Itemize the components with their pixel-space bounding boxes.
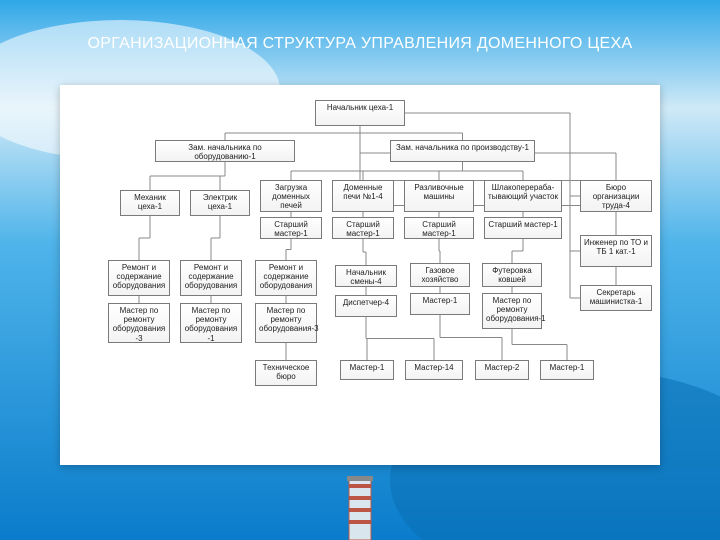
org-node-dom_sm: Старший мастер-1 [332, 217, 394, 239]
org-node-zagr: Загрузка доменных печей [260, 180, 322, 212]
org-node-rem2: Ремонт и содержание оборудования [180, 260, 242, 296]
org-node-fut: Футеровка ковшей [482, 263, 542, 287]
org-node-elek: Электрик цеха-1 [190, 190, 250, 216]
org-node-rem2_m: Мастер по ремонту оборудования -1 [180, 303, 242, 343]
org-node-rem1: Ремонт и содержание оборудования [108, 260, 170, 296]
org-node-sekr: Секретарь машинистка-1 [580, 285, 652, 311]
org-node-tech: Техническое бюро [255, 360, 317, 386]
org-node-inzh: Инженер по ТО и ТБ 1 кат.-1 [580, 235, 652, 267]
org-node-shlak: Шлакоперераба-тывающий участок [484, 180, 562, 212]
org-node-buro: Бюро организации труда-4 [580, 180, 652, 212]
org-node-m1a: Мастер-1 [340, 360, 394, 380]
org-node-razl: Разливочные машины [404, 180, 474, 212]
org-node-meh: Механик цеха-1 [120, 190, 180, 216]
org-node-zam_pr: Зам. начальника по производству-1 [390, 140, 535, 162]
org-node-disp: Диспетчер-4 [335, 295, 397, 317]
org-node-rem3: Ремонт и содержание оборудования [255, 260, 317, 296]
tower-graphic [335, 470, 385, 540]
org-node-fut_m: Мастер по ремонту оборудования-1 [482, 293, 542, 329]
org-node-zagr_sm: Старший мастер-1 [260, 217, 322, 239]
org-node-gaz_m: Мастер-1 [410, 293, 470, 315]
org-node-nach_sm: Начальник смены-4 [335, 265, 397, 287]
org-node-dom: Доменные печи №1-4 [332, 180, 394, 212]
org-node-rem3_m: Мастер по ремонту оборудования-3 [255, 303, 317, 343]
org-node-rem1_m: Мастер по ремонту оборудования -3 [108, 303, 170, 343]
org-node-razl_sm: Старший мастер-1 [404, 217, 474, 239]
org-node-head: Начальник цеха-1 [315, 100, 405, 126]
org-node-gaz: Газовое хозяйство [410, 263, 470, 287]
org-node-shlak_sm: Старший мастер-1 [484, 217, 562, 239]
org-chart-panel: Начальник цеха-1 Зам. начальника по обору… [60, 85, 660, 465]
org-node-zam_ob: Зам. начальника по оборудованию-1 [155, 140, 295, 162]
org-node-m1b: Мастер-1 [540, 360, 594, 380]
org-node-m14: Мастер-14 [405, 360, 463, 380]
page-title: ОРГАНИЗАЦИОННАЯ СТРУКТУРА УПРАВЛЕНИЯ ДОМ… [0, 35, 720, 53]
org-node-m2: Мастер-2 [475, 360, 529, 380]
